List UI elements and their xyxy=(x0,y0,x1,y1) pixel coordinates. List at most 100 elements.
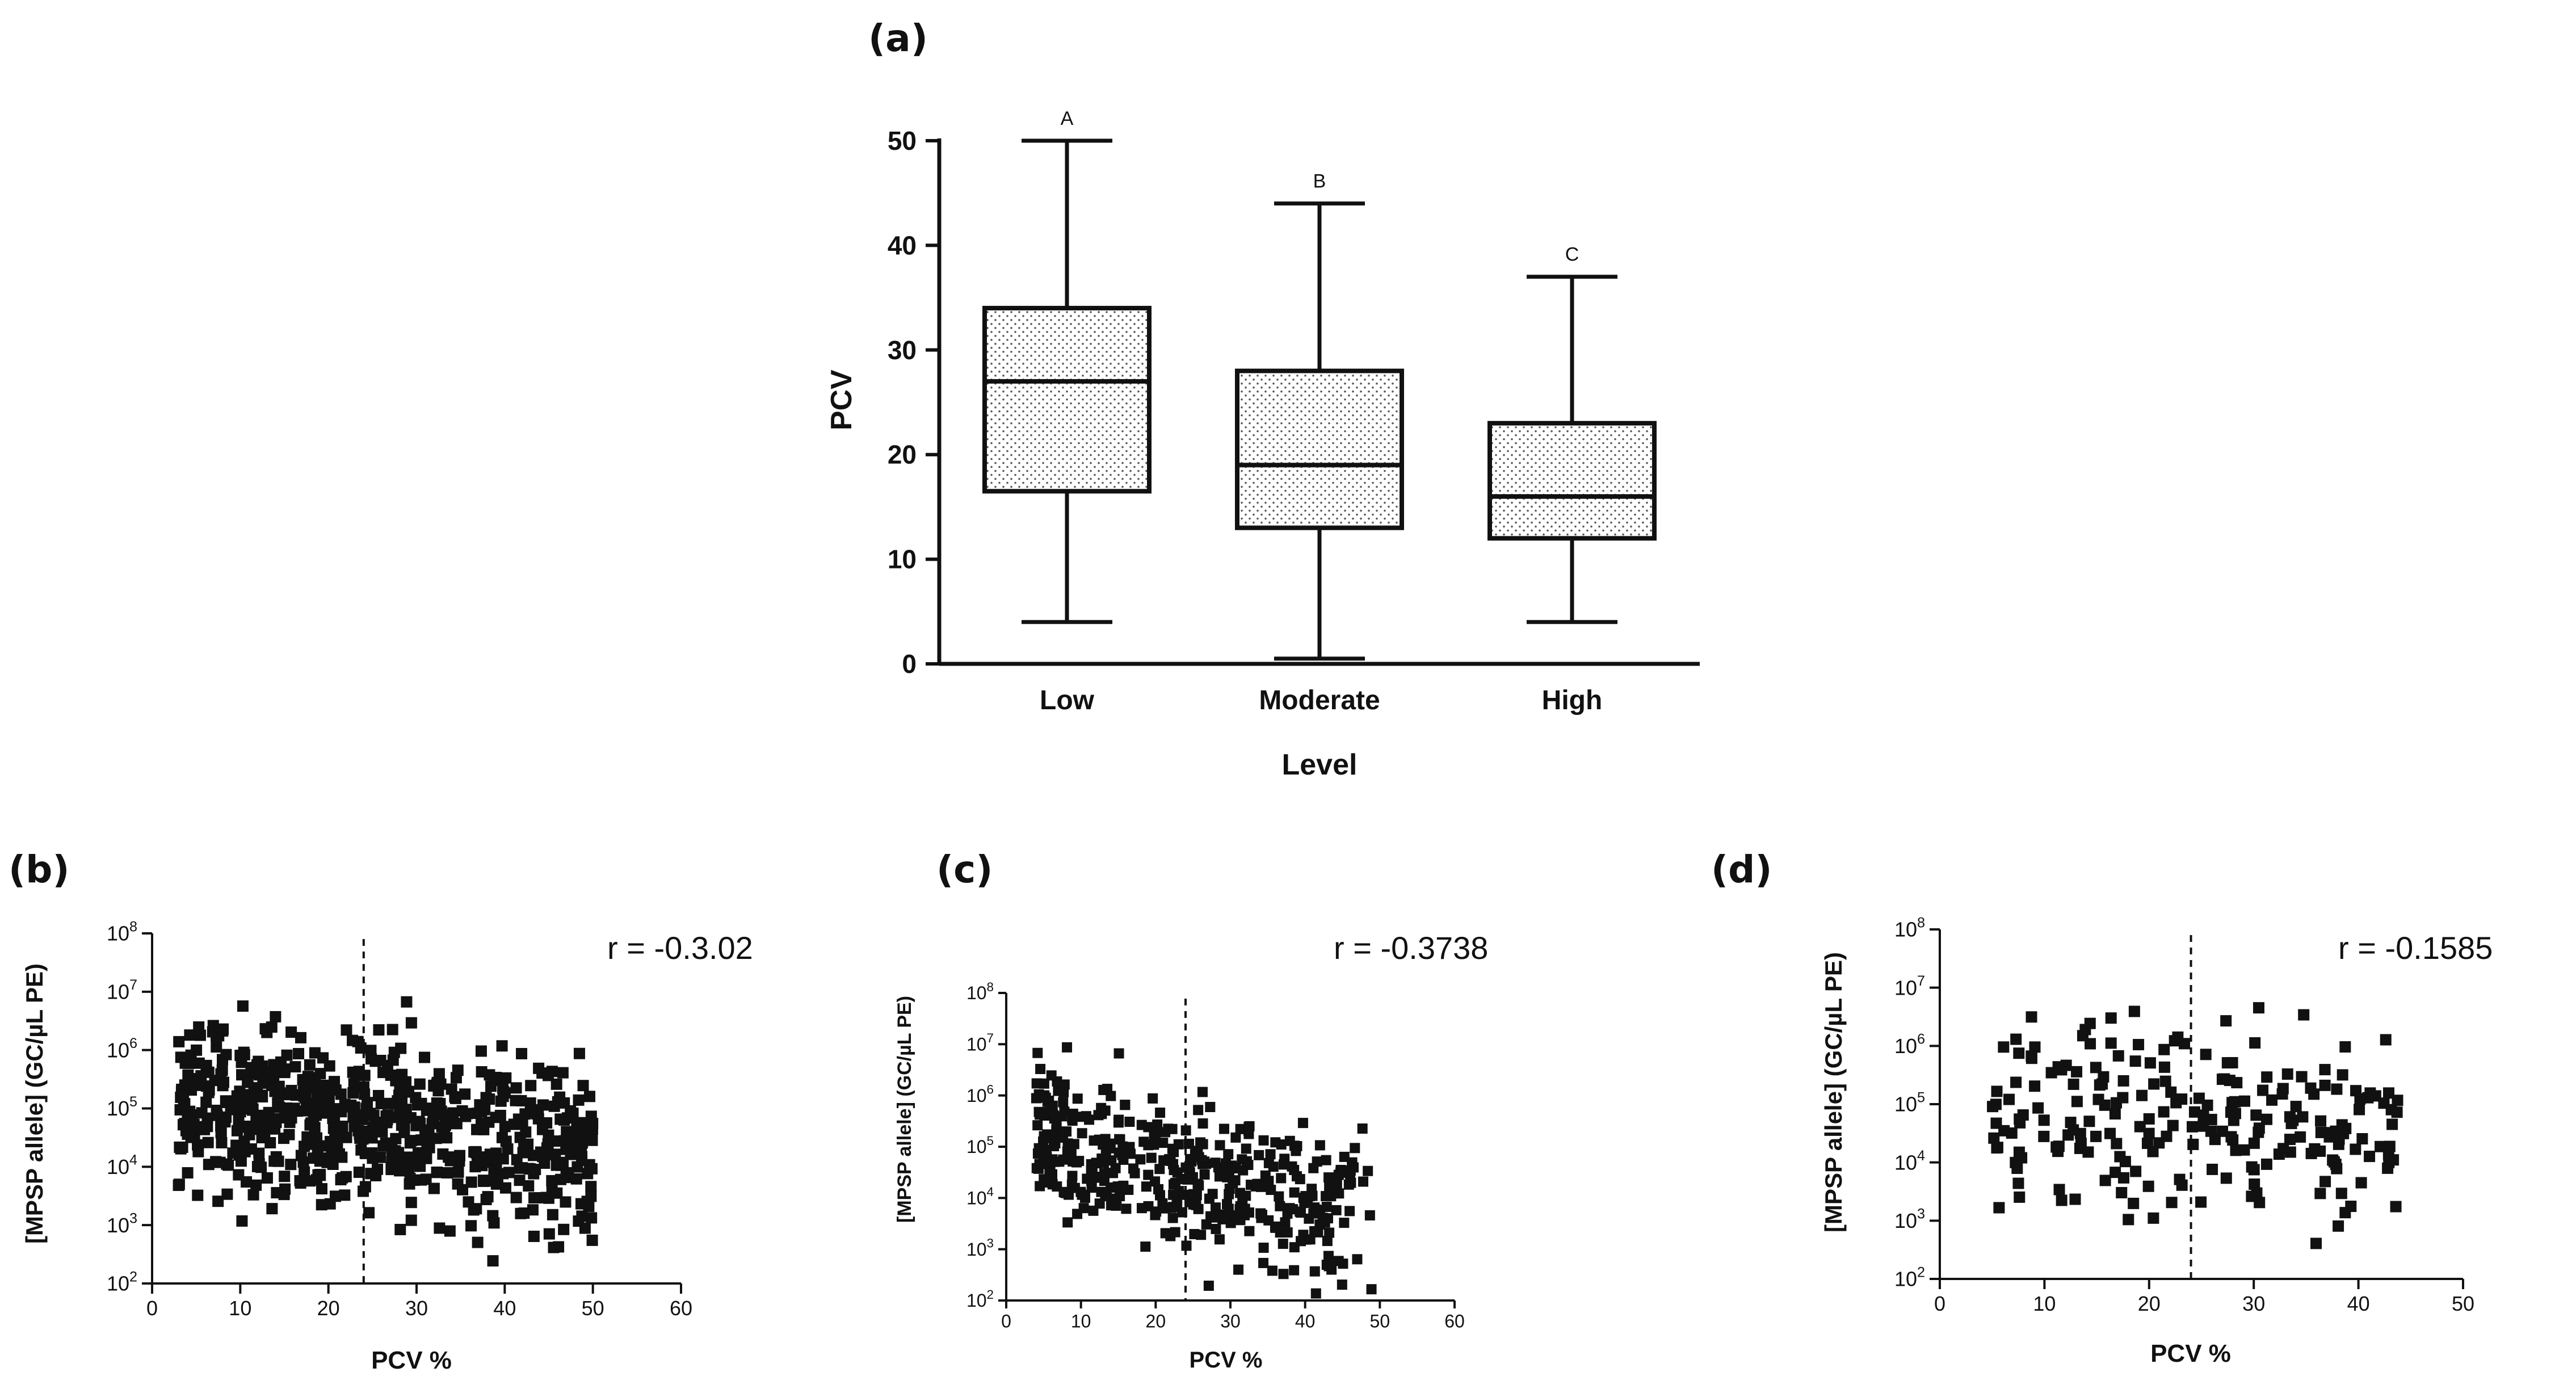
data-point xyxy=(2136,1089,2148,1101)
panel-d-correlation: r = -0.1585 xyxy=(2338,930,2493,966)
data-point xyxy=(1180,1162,1191,1173)
data-point xyxy=(1052,1181,1062,1192)
panel-c-plot-area: 102 103 104 105 106 107 108 0 10 20 30 40 50 60 xyxy=(966,980,1465,1332)
data-point xyxy=(271,1187,283,1199)
data-point xyxy=(560,1196,571,1208)
data-point xyxy=(471,1123,483,1135)
data-point xyxy=(2187,1138,2199,1150)
data-point xyxy=(528,1192,540,1204)
data-point xyxy=(514,1162,526,1174)
data-point xyxy=(2284,1134,2296,1146)
data-point xyxy=(2069,1193,2081,1205)
data-point xyxy=(2246,1161,2258,1173)
data-point xyxy=(237,1000,249,1012)
panel-c-label: (c) xyxy=(936,848,993,891)
data-point xyxy=(2253,1122,2265,1134)
data-point xyxy=(2207,1163,2218,1175)
data-point xyxy=(2158,1061,2170,1073)
data-point xyxy=(1168,1189,1179,1200)
data-point xyxy=(2014,1191,2025,1203)
data-point xyxy=(1060,1188,1070,1198)
panel-c-scatter-plot: (c) 102 103 104 105 106 107 108 0 10 20 30 40 50 60 r… xyxy=(894,848,1488,1373)
y-tick-exponent: 6 xyxy=(1917,1032,1925,1047)
data-point xyxy=(2324,1127,2336,1139)
data-point xyxy=(2350,1143,2361,1155)
data-point xyxy=(376,1126,388,1138)
data-point xyxy=(1352,1254,1363,1265)
data-point xyxy=(1350,1143,1360,1154)
data-point xyxy=(185,1075,197,1087)
data-point xyxy=(211,1104,222,1116)
data-point xyxy=(1189,1228,1200,1239)
data-point xyxy=(2297,1111,2309,1123)
data-point xyxy=(1331,1205,1342,1215)
data-point xyxy=(286,1104,298,1116)
data-point xyxy=(306,1098,318,1110)
data-point xyxy=(2305,1082,2317,1094)
data-point xyxy=(1991,1142,2003,1154)
data-point xyxy=(1072,1093,1083,1104)
data-point xyxy=(1193,1105,1204,1116)
data-point xyxy=(1357,1123,1368,1134)
data-point xyxy=(285,1026,297,1038)
data-point xyxy=(2142,1180,2154,1192)
data-point xyxy=(1270,1222,1281,1233)
data-point xyxy=(2123,1214,2134,1226)
box-high: C High xyxy=(1487,244,1657,715)
data-point xyxy=(586,1212,598,1224)
data-point xyxy=(2052,1146,2064,1158)
panel-a-axes: 0 10 20 30 40 50 xyxy=(888,126,1700,679)
data-point xyxy=(323,1094,335,1106)
data-point xyxy=(1062,1042,1073,1053)
panel-d-y-axis-title: [MPSP allele] (GC/µL PE) xyxy=(1820,952,1847,1232)
data-point xyxy=(2200,1049,2212,1060)
data-point xyxy=(2257,1084,2269,1096)
data-point xyxy=(2013,1047,2025,1059)
data-point xyxy=(583,1091,595,1102)
data-point xyxy=(309,1081,321,1093)
x-tick-label: 60 xyxy=(1444,1311,1465,1332)
data-point xyxy=(2239,1095,2251,1107)
data-point xyxy=(1077,1189,1087,1200)
data-point xyxy=(1044,1156,1054,1167)
data-point xyxy=(386,1024,398,1036)
data-point xyxy=(2333,1220,2344,1232)
data-point xyxy=(2331,1083,2343,1095)
y-tick-label: 108 xyxy=(1894,915,1925,941)
data-point xyxy=(1169,1179,1179,1190)
data-point xyxy=(1041,1177,1052,1188)
data-point xyxy=(311,1132,323,1144)
data-point xyxy=(554,1091,566,1103)
data-point xyxy=(2315,1115,2327,1127)
data-point xyxy=(1136,1119,1147,1130)
data-point xyxy=(2273,1148,2285,1160)
data-point xyxy=(304,1059,316,1071)
data-point xyxy=(385,1164,397,1176)
data-point xyxy=(403,1164,415,1176)
data-point xyxy=(1197,1087,1208,1097)
data-point xyxy=(2364,1087,2376,1099)
data-point xyxy=(358,1185,369,1197)
data-point xyxy=(396,1097,408,1109)
panel-b-label: (b) xyxy=(9,848,70,891)
data-point xyxy=(2038,1114,2050,1126)
data-point xyxy=(2179,1038,2191,1050)
y-tick-exponent: 8 xyxy=(1917,915,1925,931)
data-point xyxy=(1066,1179,1077,1190)
data-point xyxy=(1323,1261,1334,1272)
data-point xyxy=(274,1065,285,1077)
data-point xyxy=(327,1149,339,1161)
y-tick-exponent: 6 xyxy=(129,1036,137,1051)
data-point xyxy=(1099,1176,1110,1186)
data-point xyxy=(452,1166,464,1178)
data-point xyxy=(2197,1109,2209,1121)
data-point xyxy=(2082,1146,2094,1158)
data-point xyxy=(475,1045,487,1057)
data-point xyxy=(2295,1131,2306,1143)
category-label: Moderate xyxy=(1259,685,1380,715)
y-tick-label: 108 xyxy=(107,919,137,945)
data-point xyxy=(2337,1069,2348,1081)
data-point xyxy=(1154,1164,1165,1175)
significance-letter: A xyxy=(1061,108,1074,129)
